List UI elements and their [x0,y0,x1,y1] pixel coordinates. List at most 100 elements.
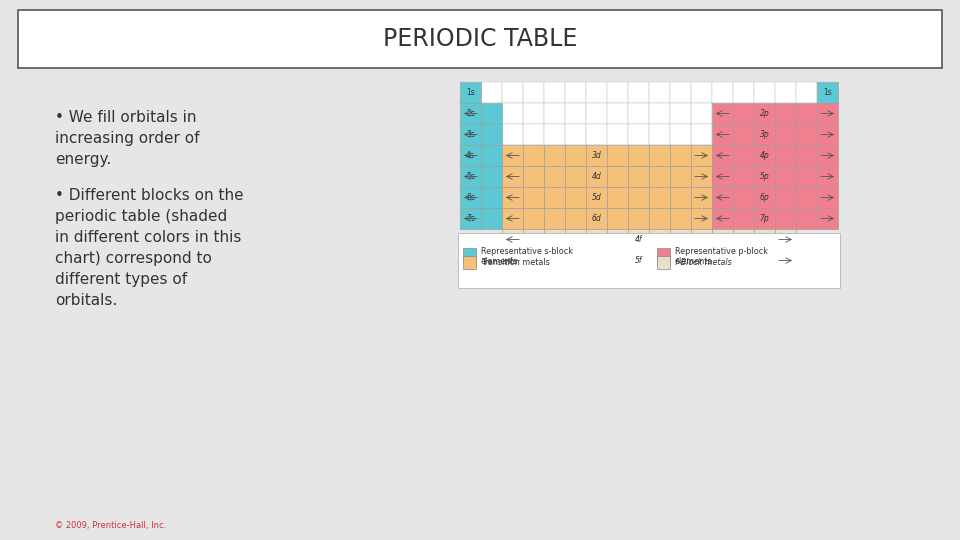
Text: 4p: 4p [759,151,769,160]
Text: 1s: 1s [823,88,832,97]
Bar [523,145,544,166]
Bar [754,82,775,103]
Bar [649,250,670,271]
Bar [670,187,691,208]
Bar [523,208,544,229]
Bar [523,124,544,145]
Bar [481,124,502,145]
Bar [460,208,481,229]
Bar [544,145,565,166]
Bar [796,103,817,124]
Bar [649,208,670,229]
Bar [796,145,817,166]
Bar [712,82,733,103]
Bar [586,187,607,208]
Text: 7s: 7s [466,214,475,223]
Bar [733,145,754,166]
Bar [796,145,817,166]
Bar [460,145,481,166]
Bar [523,208,544,229]
Bar [733,124,754,145]
Bar [796,82,817,103]
Bar [796,187,817,208]
Bar [481,208,502,229]
Bar [817,187,838,208]
Text: 6p: 6p [759,193,769,202]
Bar [817,145,838,166]
Bar [458,233,840,288]
Bar [523,187,544,208]
Bar [481,187,502,208]
Bar [691,229,712,250]
Bar [502,208,523,229]
Bar [796,187,817,208]
Bar [712,145,733,166]
Text: elements: elements [481,257,518,266]
Bar [607,208,628,229]
Bar [628,82,649,103]
Text: Representative p-block: Representative p-block [675,247,768,256]
Bar [544,145,565,166]
Bar [649,166,670,187]
Bar [607,145,628,166]
Bar [481,166,502,187]
Text: Representative s-block: Representative s-block [481,247,573,256]
Bar [691,145,712,166]
Bar [628,229,649,250]
Bar [523,145,544,166]
Bar [502,103,523,124]
Bar [481,145,502,166]
Text: 5d: 5d [591,193,601,202]
Bar [775,229,796,250]
Bar [586,145,607,166]
Bar [586,82,607,103]
Bar [712,124,733,145]
Bar [502,187,523,208]
Bar [775,124,796,145]
Bar [565,208,586,229]
Bar [586,145,607,166]
Text: Transition metals: Transition metals [481,258,550,267]
Bar [670,250,691,271]
Bar [544,250,565,271]
Bar [565,187,586,208]
Bar [586,229,607,250]
Bar [733,208,754,229]
Bar [670,187,691,208]
Bar [670,208,691,229]
Bar [775,187,796,208]
Bar [586,166,607,187]
Bar [544,124,565,145]
Bar [628,124,649,145]
Bar [754,145,775,166]
Bar [544,103,565,124]
Bar [565,166,586,187]
Bar [502,208,523,229]
Bar [817,208,838,229]
Bar [691,208,712,229]
Bar [754,187,775,208]
Bar [775,124,796,145]
Bar [460,103,481,124]
Bar [712,103,733,124]
Bar [460,208,481,229]
Text: 4d: 4d [591,172,601,181]
Bar [649,82,670,103]
Bar [481,187,502,208]
Bar [817,208,838,229]
Bar [460,166,481,187]
Bar [628,208,649,229]
Bar [460,187,481,208]
Bar [796,124,817,145]
Bar [628,166,649,187]
Bar [481,82,502,103]
Bar [733,229,754,250]
Bar [712,166,733,187]
Bar [670,145,691,166]
Bar [775,208,796,229]
Bar [796,208,817,229]
Text: 6s: 6s [466,193,475,202]
Bar [586,187,607,208]
Bar [502,166,523,187]
Bar [460,82,481,103]
